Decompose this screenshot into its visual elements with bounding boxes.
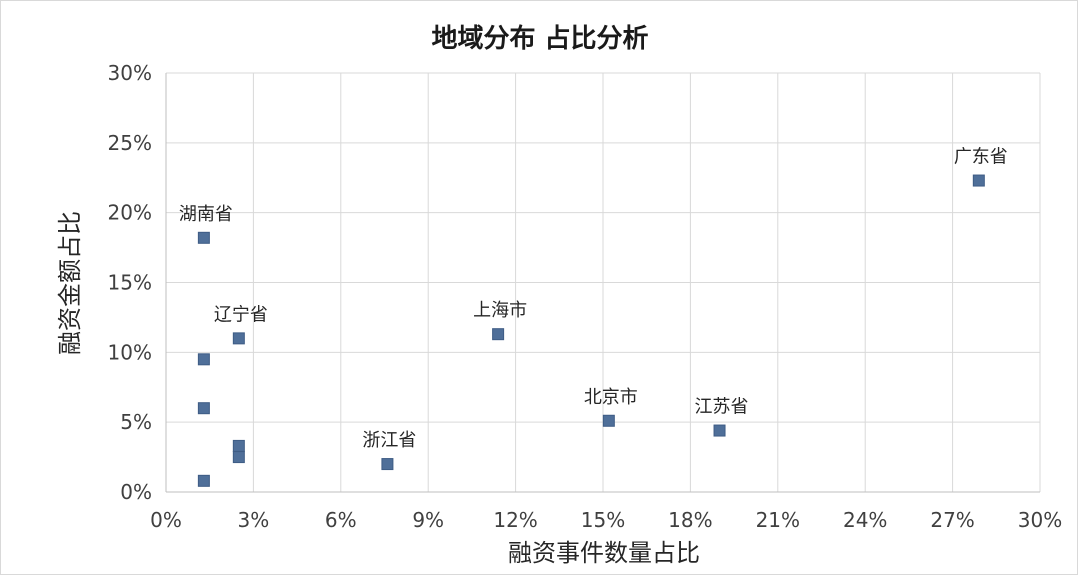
y-tick-label: 25% xyxy=(108,131,152,155)
y-tick-label: 20% xyxy=(108,201,152,225)
data-point xyxy=(232,451,245,464)
point-label: 广东省 xyxy=(954,147,1008,168)
x-tick-label: 15% xyxy=(581,508,625,532)
data-point xyxy=(492,328,505,341)
data-point xyxy=(972,174,985,187)
data-point xyxy=(197,353,210,366)
point-label: 上海市 xyxy=(473,300,527,321)
x-tick-label: 12% xyxy=(493,508,537,532)
data-point xyxy=(197,231,210,244)
x-tick-label: 0% xyxy=(150,508,182,532)
data-point xyxy=(381,458,394,471)
y-axis-title: 融资金额占比 xyxy=(56,211,84,355)
x-tick-label: 18% xyxy=(668,508,712,532)
x-tick-label: 9% xyxy=(412,508,444,532)
data-point xyxy=(602,414,615,427)
x-tick-label: 6% xyxy=(325,508,357,532)
x-tick-label: 24% xyxy=(843,508,887,532)
data-point xyxy=(232,332,245,345)
data-points xyxy=(197,174,985,487)
x-tick-label: 27% xyxy=(930,508,974,532)
data-point xyxy=(713,424,726,437)
y-tick-label: 15% xyxy=(108,271,152,295)
data-point xyxy=(232,439,245,452)
point-label: 湖南省 xyxy=(179,204,233,225)
x-tick-label: 30% xyxy=(1018,508,1062,532)
y-tick-label: 10% xyxy=(108,340,152,364)
point-label: 北京市 xyxy=(584,387,638,408)
data-point xyxy=(197,474,210,487)
y-tick-label: 5% xyxy=(120,410,152,434)
chart-title: 地域分布 占比分析 xyxy=(431,24,648,54)
point-label: 辽宁省 xyxy=(214,304,268,325)
y-tick-label: 30% xyxy=(108,61,152,85)
tick-labels: 0% 3% 6% 9% 12% 15% 18% 21% 24% 27% 30% 0% 5% 10% 15% 2… xyxy=(108,61,1063,532)
axes xyxy=(165,73,1040,493)
data-point xyxy=(197,402,210,415)
x-tick-label: 21% xyxy=(756,508,800,532)
x-tick-label: 3% xyxy=(238,508,270,532)
x-axis-title: 融资事件数量占比 xyxy=(508,539,700,567)
point-label: 浙江省 xyxy=(362,430,416,451)
point-label: 江苏省 xyxy=(695,397,749,418)
y-tick-label: 0% xyxy=(120,480,152,504)
grid xyxy=(166,72,1041,492)
